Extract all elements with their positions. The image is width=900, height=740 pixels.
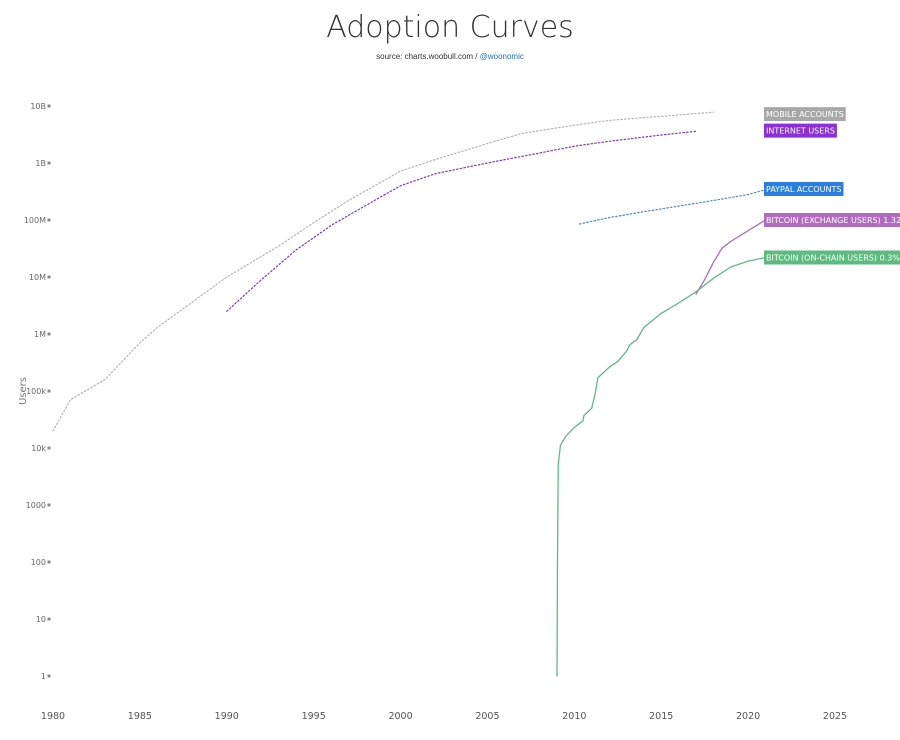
end-label-box: [764, 107, 846, 122]
x-tick-label: 2010: [562, 711, 586, 722]
end-label-5: BITCOIN (ON-CHAIN USERS) 0.3%: [764, 250, 900, 265]
y-tick-mark: [47, 104, 51, 108]
y-tick-label: 1000: [26, 501, 46, 510]
end-label-box: [764, 213, 900, 227]
y-tick-mark: [47, 218, 51, 222]
y-tick-label: 10k: [31, 444, 46, 453]
x-tick-label: 2000: [388, 711, 412, 722]
y-tick-mark: [47, 275, 51, 279]
x-tick-label: 1995: [302, 711, 326, 722]
x-tick-label: 1990: [215, 711, 239, 722]
x-tick-label: 2020: [736, 711, 760, 722]
y-tick-label: 10B: [30, 102, 46, 111]
x-tick-label: 1980: [41, 711, 65, 722]
end-label-layer: MOBILE ACCOUNTS INTERNET USERS PAYPAL ACCO…: [764, 107, 900, 265]
x-tick-label: 2025: [823, 711, 847, 722]
x-tick-label: 2015: [649, 711, 673, 722]
end-label-box: [764, 123, 837, 138]
y-tick-label: 100: [31, 558, 46, 567]
series-layer: [52, 111, 767, 677]
y-tick-mark: [47, 389, 51, 393]
series-line-1: [52, 111, 714, 432]
series-line-3: [578, 189, 767, 225]
y-tick-mark: [47, 560, 51, 564]
end-label-box: [764, 250, 900, 265]
end-label-text: INTERNET USERS: [766, 127, 835, 136]
y-tick-label: 1: [41, 672, 46, 681]
y-tick-mark: [47, 161, 51, 165]
end-label-box: [764, 181, 844, 196]
end-label-1: MOBILE ACCOUNTS: [764, 107, 846, 122]
x-axis: 1980 1985 1990 1995 2000 2005 2010 2015 2020 2025: [41, 711, 847, 722]
y-tick-label: 100M: [24, 216, 46, 225]
end-label-text: BITCOIN (ON-CHAIN USERS) 0.3%: [766, 253, 900, 262]
x-tick-label: 1985: [128, 711, 152, 722]
chart-source: source: charts.woobull.com / @woonomic: [0, 52, 900, 61]
y-tick-mark: [47, 503, 51, 507]
y-axis: 1 10 100 1000 10k 100k 1M 10M 100M 1B 10B Users: [18, 102, 51, 681]
end-label-2: INTERNET USERS: [764, 123, 837, 138]
chart-title: Adoption Curves: [326, 10, 574, 45]
y-tick-mark: [47, 674, 51, 678]
end-label-text: MOBILE ACCOUNTS: [766, 110, 844, 119]
series-line-5: [556, 256, 767, 677]
y-tick-label: 1M: [34, 330, 46, 339]
series-line-4: [695, 219, 767, 295]
y-tick-mark: [47, 446, 51, 450]
y-tick-label: 10M: [29, 273, 46, 282]
y-tick-mark: [47, 617, 51, 621]
y-axis-title: Users: [18, 377, 29, 405]
end-label-4: BITCOIN (EXCHANGE USERS) 1.32%: [764, 213, 900, 227]
y-tick-label: 1B: [35, 159, 46, 168]
source-prefix: source: charts.woobull.com /: [376, 52, 478, 61]
end-label-text: BITCOIN (EXCHANGE USERS) 1.32%: [766, 216, 900, 225]
y-tick-label: 100k: [26, 387, 46, 396]
y-tick-label: 10: [36, 615, 46, 624]
series-line-2: [226, 130, 697, 312]
y-tick-mark: [47, 332, 51, 336]
source-handle-link[interactable]: @woonomic: [479, 52, 524, 61]
x-tick-label: 2005: [475, 711, 499, 722]
end-label-3: PAYPAL ACCOUNTS: [764, 181, 844, 196]
end-label-text: PAYPAL ACCOUNTS: [766, 185, 841, 194]
